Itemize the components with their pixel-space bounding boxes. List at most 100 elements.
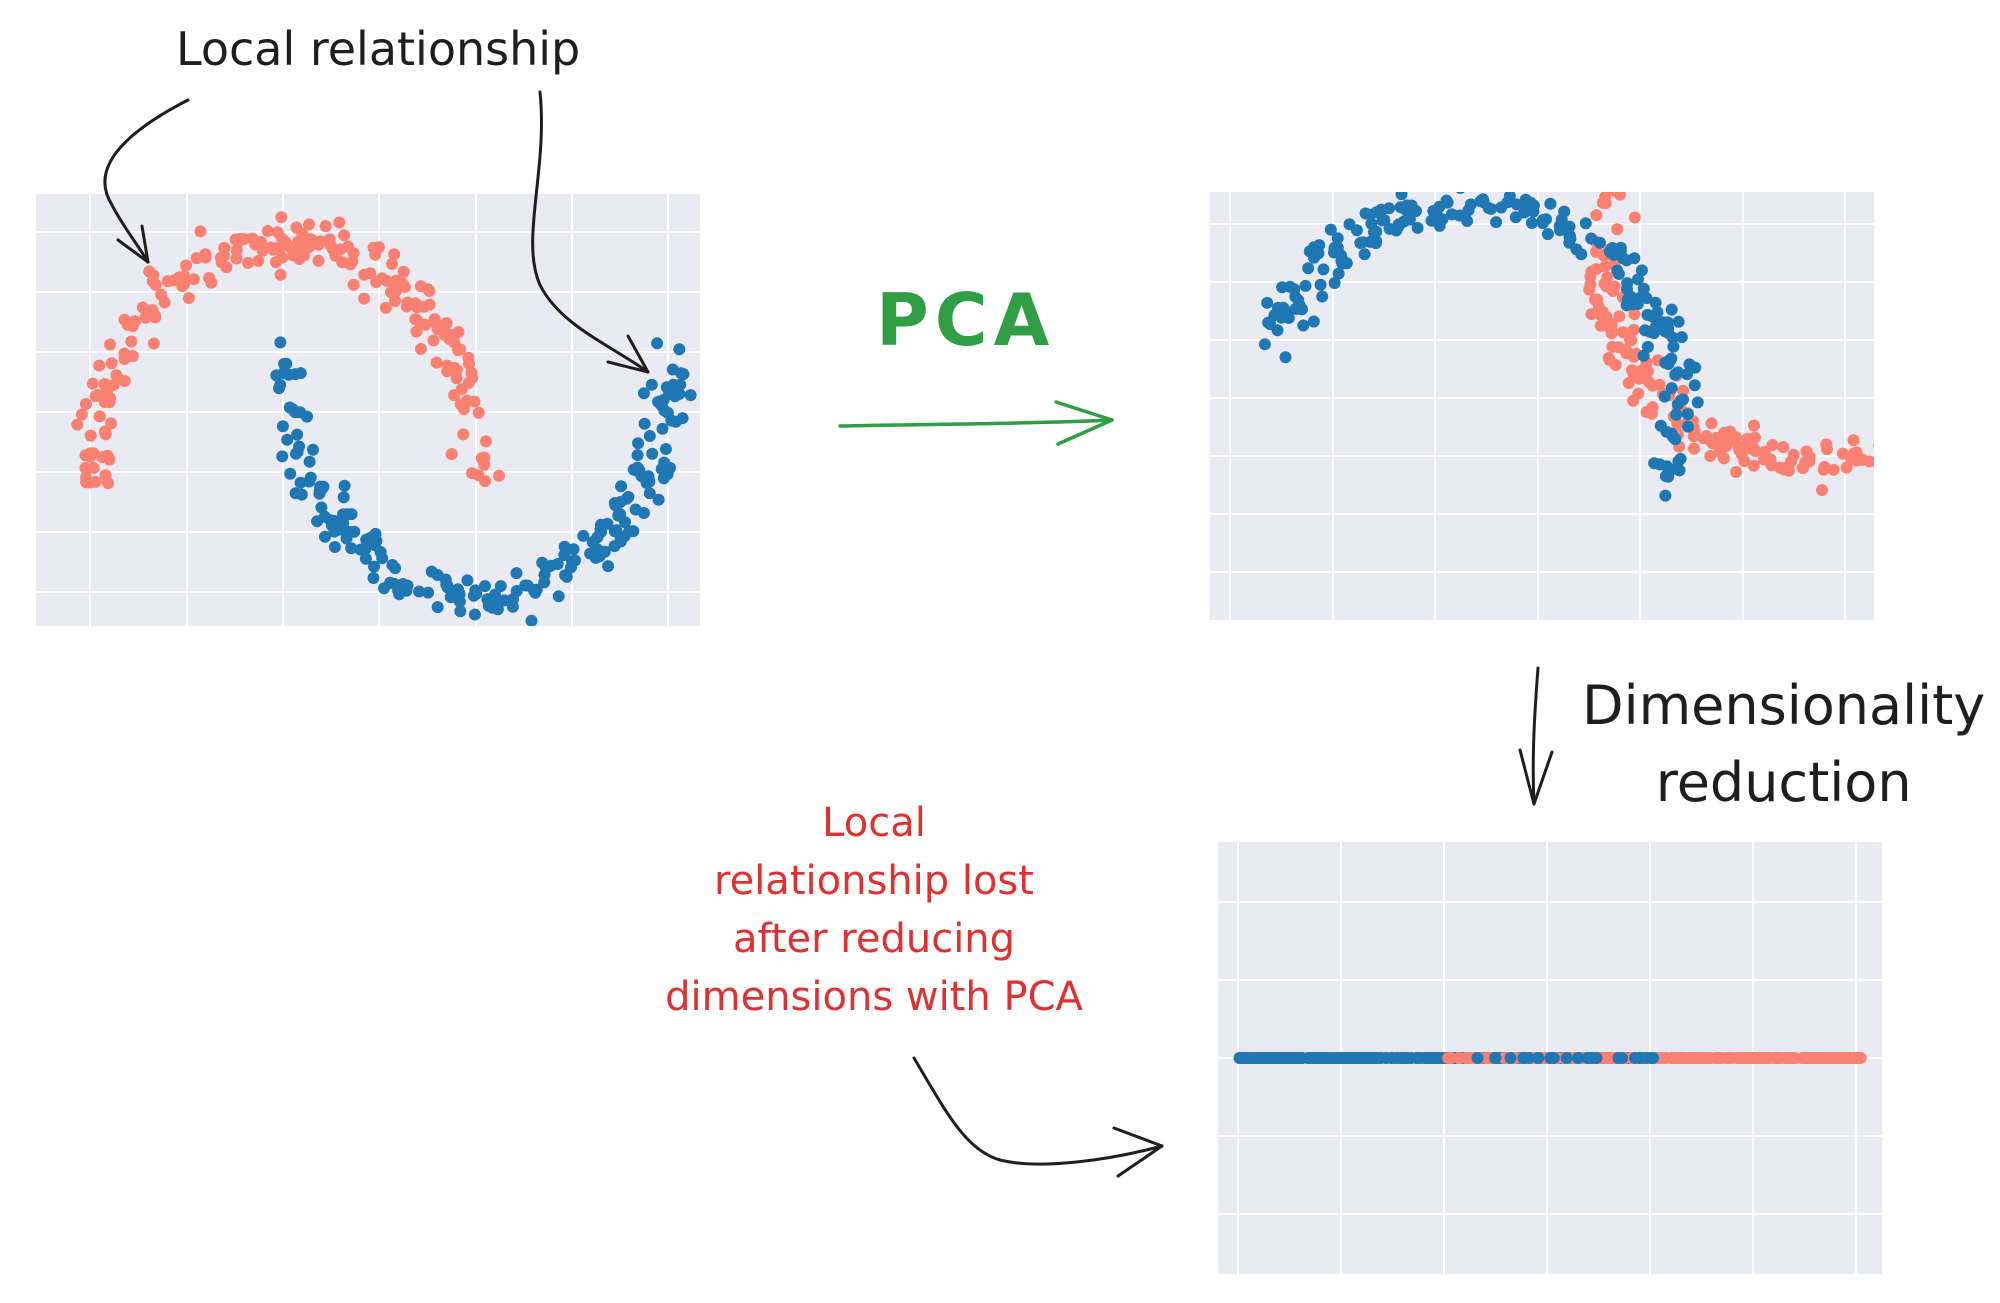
scatter-point	[1255, 1052, 1268, 1064]
annotation-lost-line-1: Local	[822, 800, 926, 846]
scatter-point	[291, 428, 304, 441]
scatter-point	[1639, 324, 1651, 337]
scatter-point	[1988, 359, 2000, 371]
scatter-point	[1359, 207, 1372, 220]
scatter-point	[620, 492, 633, 505]
plot-original-moons	[36, 194, 700, 626]
scatter-point	[1832, 1052, 1845, 1064]
scatter-point	[1725, 1052, 1738, 1064]
scatter-point	[295, 488, 308, 501]
scatter-point	[252, 255, 265, 267]
scatter-point	[1620, 299, 1633, 312]
scatter-point	[79, 449, 92, 462]
scatter-point	[1605, 317, 1618, 330]
scatter-point	[1673, 464, 1686, 477]
scatter-point	[1880, 470, 1892, 482]
scatter-point	[673, 343, 686, 356]
scatter-point	[427, 334, 440, 347]
scatter-point	[1658, 325, 1671, 338]
scatter-point	[1972, 354, 1984, 366]
scatter-point	[1611, 223, 1624, 236]
scatter-point	[1963, 361, 1975, 373]
scatter-point	[468, 608, 481, 621]
scatter-point	[413, 585, 426, 598]
scatter-point	[461, 574, 474, 587]
scatter-point	[674, 378, 687, 391]
scatter-point	[1430, 205, 1443, 218]
scatter-point	[1687, 430, 1700, 443]
scatter-point	[665, 414, 678, 427]
scatter-point	[1919, 420, 1931, 432]
scatter-point	[143, 265, 156, 278]
scatter-point	[99, 469, 112, 482]
scatter-point	[614, 535, 627, 548]
scatter-point	[457, 403, 470, 416]
scatter-point	[1361, 1052, 1374, 1064]
scatter-point	[147, 337, 160, 350]
scatter-point	[631, 461, 644, 474]
scatter-point	[1637, 349, 1650, 362]
scatter-point	[335, 523, 348, 536]
scatter-point	[466, 467, 479, 480]
scatter-point	[1653, 315, 1666, 328]
scatter-point	[1370, 225, 1383, 238]
scatter-point	[1897, 434, 1909, 446]
scatter-point	[676, 412, 689, 425]
scatter-point	[445, 448, 458, 461]
scatter-point	[327, 514, 340, 527]
scatter-point	[1780, 461, 1793, 474]
scatter-point	[652, 395, 665, 408]
scatter-point	[1332, 267, 1345, 280]
scatter-point	[1299, 279, 1312, 292]
scatter-point	[602, 560, 615, 573]
scatter-point	[376, 552, 389, 565]
scatter-point	[1820, 438, 1833, 451]
scatter-point	[345, 542, 358, 555]
scatter-point	[1525, 217, 1538, 229]
scatter-point	[1956, 391, 1968, 403]
scatter-point	[1764, 453, 1777, 466]
scatter-point	[1798, 1052, 1811, 1064]
scatter-point	[125, 335, 138, 348]
scatter-point	[1641, 340, 1654, 353]
scatter-point	[1456, 192, 1465, 194]
scatter-point	[1613, 192, 1626, 201]
scatter-point	[658, 404, 671, 417]
scatter-point	[1844, 1052, 1857, 1064]
arrow-local-left	[103, 98, 190, 264]
scatter-point	[1635, 264, 1648, 277]
scatter-point	[319, 530, 331, 543]
scatter-point	[1461, 215, 1474, 227]
scatter-point	[1761, 1052, 1774, 1064]
annotation-local-relationship-lost: Local relationship lost after reducing d…	[614, 794, 1134, 1026]
scatter-point	[1985, 321, 1997, 333]
scatter-point	[455, 383, 468, 396]
scatter-point	[612, 509, 625, 522]
scatter-point	[1671, 417, 1684, 430]
scatter-point	[1383, 222, 1396, 235]
scatter-point	[1627, 394, 1640, 407]
scatter-point	[1391, 1052, 1404, 1064]
scatter-point	[1641, 365, 1653, 378]
scatter-point	[498, 594, 511, 607]
scatter-point	[93, 359, 106, 372]
scatter-point	[1599, 192, 1612, 203]
scatter-point	[443, 328, 456, 341]
scatter-point	[146, 304, 159, 317]
scatter-point	[360, 533, 373, 546]
scatter-point	[1269, 1052, 1282, 1064]
scatter-point	[631, 449, 644, 462]
scatter-point	[1553, 219, 1566, 232]
scatter-point	[1787, 448, 1800, 461]
scatter-point	[1749, 445, 1762, 458]
scatter-point	[136, 301, 149, 314]
scatter-point	[493, 469, 505, 482]
scatter-point	[1847, 434, 1860, 447]
scatter-point	[1279, 351, 1292, 364]
scatter-point	[414, 280, 427, 293]
scatter-point	[1442, 1052, 1455, 1064]
scatter-point	[199, 248, 212, 261]
scatter-point	[510, 567, 523, 580]
scatter-point	[566, 555, 579, 568]
scatter-point	[591, 531, 604, 544]
